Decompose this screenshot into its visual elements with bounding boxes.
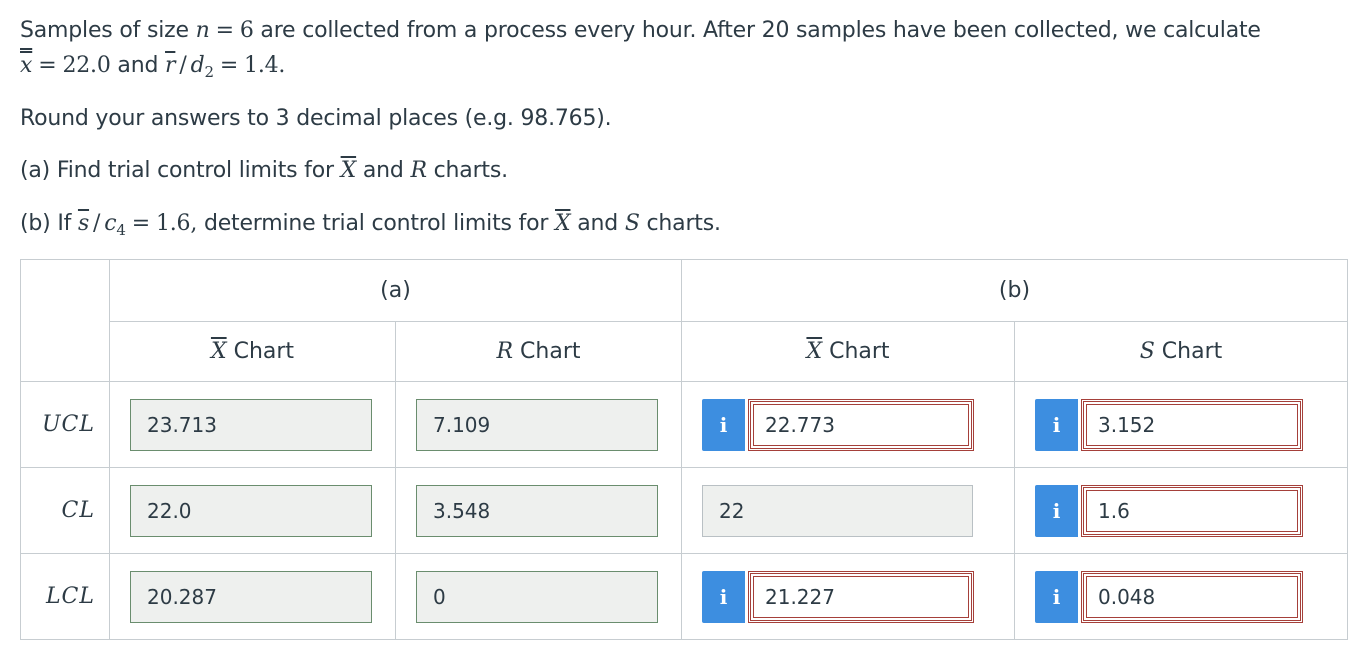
math-c: c (104, 211, 117, 236)
col-header-s: S Chart (1014, 321, 1348, 382)
text: (b) If (20, 211, 78, 236)
math-s: S (1139, 339, 1155, 364)
math-xbar: X (210, 339, 227, 364)
column-header-row: X Chart R Chart X Chart S Chart (21, 321, 1348, 382)
math-sub: 4 (116, 221, 126, 239)
answer-field-ucl-xbar-b[interactable]: 22.773 (748, 398, 974, 451)
answer-field-lcl-xbar-b[interactable]: 21.227 (748, 570, 974, 623)
text: are collected from a process every hour.… (253, 18, 1261, 43)
cell-lcl-s: i 0.048 (1014, 553, 1348, 640)
row-label-cl: CL (20, 467, 110, 554)
math-value: 22.0 (62, 53, 111, 78)
answer-field-cl-s[interactable]: 1.6 (1081, 484, 1303, 537)
math-r: R (496, 339, 514, 364)
answer-field-ucl-s[interactable]: 3.152 (1081, 398, 1303, 451)
group-header-row: (a) (b) (20, 259, 1348, 382)
cell-cl-xbar-a: 22.0 (109, 467, 396, 554)
math-d: d (190, 53, 205, 78)
text: and (356, 158, 411, 183)
cell-lcl-r: 0 (395, 553, 682, 640)
group-header-a: (a) (109, 259, 682, 322)
table-row-lcl: LCL 20.287 0 i 21.227 i 0.048 (20, 553, 1348, 640)
info-icon[interactable]: i (1035, 484, 1078, 537)
cell-cl-xbar-b: 22 (681, 467, 1015, 554)
col-header-xbar-b: X Chart (681, 321, 1015, 382)
cell-ucl-s: i 3.152 (1014, 381, 1348, 468)
text: Chart (226, 339, 295, 364)
math-eq: = (219, 53, 239, 78)
answer-field-ucl-xbar-a[interactable]: 23.713 (130, 398, 372, 451)
math-value: 6 (239, 18, 254, 43)
math-eq: = (38, 53, 57, 78)
math-s: S (624, 211, 640, 236)
math-xbar: X (555, 211, 571, 236)
answer-field-ucl-r[interactable]: 7.109 (416, 398, 658, 451)
math-slash: / (93, 211, 101, 236)
math-eq: = (215, 18, 234, 43)
math-xbarbar: x (20, 53, 33, 78)
math-xbar: X (340, 158, 357, 183)
table-row-cl: CL 22.0 3.548 22 i 1.6 (20, 467, 1348, 554)
cell-ucl-r: 7.109 (395, 381, 682, 468)
text: charts. (639, 211, 721, 236)
table-row-ucl: UCL 23.713 7.109 i 22.773 i 3.152 (20, 381, 1348, 468)
math-value: 1.4. (244, 53, 286, 78)
cell-ucl-xbar-a: 23.713 (109, 381, 396, 468)
row-label-lcl: LCL (20, 553, 110, 640)
group-header-b: (b) (681, 259, 1348, 322)
cell-lcl-xbar-b: i 21.227 (681, 553, 1015, 640)
cell-lcl-xbar-a: 20.287 (109, 553, 396, 640)
answer-field-lcl-r[interactable]: 0 (416, 570, 658, 623)
text: Chart (1154, 339, 1223, 364)
col-header-r: R Chart (395, 321, 682, 382)
text: (a) Find trial control limits for (20, 158, 341, 183)
math-rbar: r (165, 53, 176, 78)
cell-cl-s: i 1.6 (1014, 467, 1348, 554)
control-limits-table: (a) (b) X Chart R Chart X Chart S Chart … (20, 259, 1348, 640)
answer-field-cl-xbar-b[interactable]: 22 (702, 484, 973, 537)
corner-cell (20, 259, 110, 382)
math-xbar: X (806, 339, 823, 364)
answer-field-cl-r[interactable]: 3.548 (416, 484, 658, 537)
info-icon[interactable]: i (702, 570, 745, 623)
part-b-prompt: (b) If s / c4 = 1.6, determine trial control… (20, 209, 721, 245)
math-slash: / (179, 53, 187, 78)
text: Chart (513, 339, 581, 364)
question-line-1: Samples of size n = 6 are collected from a… (20, 16, 1261, 46)
text: Chart (822, 339, 890, 364)
math-sbar: s (77, 211, 90, 236)
info-icon[interactable]: i (702, 398, 745, 451)
answer-field-cl-xbar-a[interactable]: 22.0 (130, 484, 372, 537)
text: Samples of size (20, 18, 196, 43)
answer-field-lcl-s[interactable]: 0.048 (1081, 570, 1303, 623)
text: charts. (426, 158, 508, 183)
cell-cl-r: 3.548 (395, 467, 682, 554)
cell-ucl-xbar-b: i 22.773 (681, 381, 1015, 468)
math-eq: = (131, 211, 150, 236)
text: and (570, 211, 625, 236)
info-icon[interactable]: i (1035, 398, 1078, 451)
col-header-xbar-a: X Chart (109, 321, 396, 382)
part-a-prompt: (a) Find trial control limits for X and … (20, 156, 508, 186)
math-n: n (195, 18, 210, 43)
text: determine trial control limits for (197, 211, 555, 236)
math-sub: 2 (204, 63, 214, 81)
row-label-ucl: UCL (20, 381, 110, 468)
info-icon[interactable]: i (1035, 570, 1078, 623)
rounding-instruction: Round your answers to 3 decimal places (… (20, 106, 612, 131)
math-r: R (410, 158, 427, 183)
text: and (110, 53, 166, 78)
math-value: 1.6, (155, 211, 198, 236)
answer-field-lcl-xbar-a[interactable]: 20.287 (130, 570, 372, 623)
question-line-2: x = 22.0 and r / d2 = 1.4. (20, 51, 285, 87)
